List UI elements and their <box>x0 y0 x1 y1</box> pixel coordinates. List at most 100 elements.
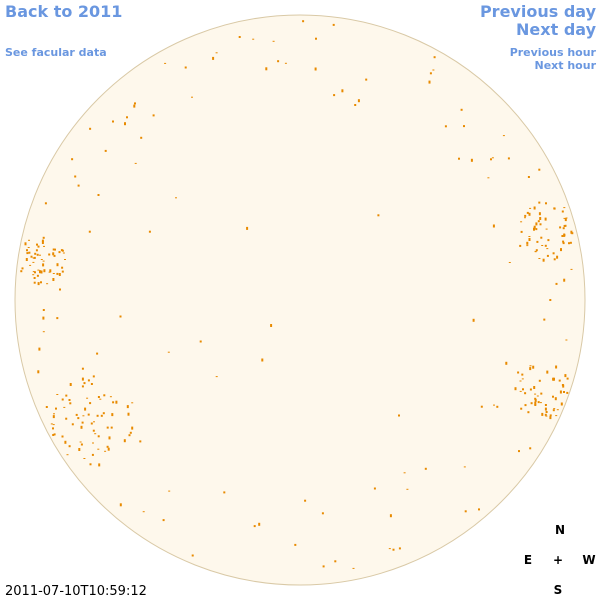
timestamp: 2011-07-10T10:59:12 <box>5 584 147 599</box>
facula <box>406 488 409 490</box>
facula <box>126 116 128 119</box>
facula <box>545 202 547 205</box>
facula <box>284 62 287 64</box>
facula <box>533 206 536 210</box>
facula <box>556 255 559 259</box>
next-day-link[interactable]: Next day <box>516 20 597 39</box>
facula <box>79 441 82 443</box>
facula <box>131 402 134 404</box>
facula <box>78 448 81 451</box>
facula <box>544 413 547 416</box>
facula <box>142 511 145 513</box>
facula <box>558 379 561 382</box>
facula <box>535 222 538 226</box>
facula <box>71 423 74 426</box>
facula <box>334 560 337 563</box>
facula <box>559 226 562 229</box>
facula <box>83 382 86 385</box>
facula <box>36 243 38 246</box>
facula <box>56 263 59 267</box>
facula <box>126 405 129 409</box>
facula <box>520 407 523 410</box>
facula <box>432 69 435 71</box>
facula <box>537 220 540 223</box>
facula <box>42 260 45 262</box>
facula <box>52 248 55 251</box>
facula <box>94 433 97 435</box>
facula <box>56 394 59 395</box>
facula <box>42 263 45 267</box>
next-hour-link[interactable]: Next hour <box>535 59 597 72</box>
facula <box>543 318 546 321</box>
facula <box>32 261 35 263</box>
facula <box>61 435 64 438</box>
facula <box>491 157 494 159</box>
facula <box>517 371 520 374</box>
facula <box>546 248 549 250</box>
facula <box>52 434 55 436</box>
previous-day-link[interactable]: Previous day <box>480 2 597 21</box>
facula <box>252 38 255 40</box>
facula <box>33 257 36 259</box>
facula <box>253 525 256 528</box>
facula <box>463 125 465 128</box>
facula <box>175 197 177 199</box>
facula <box>487 177 490 179</box>
facula <box>53 254 56 257</box>
facula <box>52 424 55 426</box>
facula <box>332 23 335 26</box>
facula <box>50 423 53 425</box>
facula <box>569 241 572 244</box>
facula <box>541 245 544 246</box>
facula <box>93 421 95 423</box>
facula <box>529 365 532 367</box>
facula <box>272 40 275 42</box>
compass-center: + <box>553 553 563 567</box>
facula <box>100 414 103 417</box>
previous-hour-link[interactable]: Previous hour <box>510 46 597 59</box>
facula <box>66 454 69 456</box>
facula <box>40 259 43 260</box>
facula <box>81 377 84 381</box>
facula <box>75 413 78 416</box>
facula <box>535 228 538 231</box>
facula <box>92 375 95 378</box>
facula <box>566 391 569 394</box>
facular-link[interactable]: See facular data <box>5 46 107 59</box>
facula <box>64 440 67 444</box>
facula <box>564 218 567 222</box>
facula <box>127 412 130 416</box>
facula <box>540 392 543 395</box>
facula <box>561 384 564 386</box>
facula <box>505 361 508 365</box>
facula <box>265 67 268 71</box>
facula <box>96 414 99 417</box>
facula <box>502 135 505 137</box>
facula <box>34 271 36 274</box>
facula <box>398 547 401 550</box>
facula <box>538 168 541 171</box>
facula <box>119 503 122 507</box>
facula <box>519 380 522 382</box>
back-link[interactable]: Back to 2011 <box>5 2 122 21</box>
facula <box>48 253 51 256</box>
facula <box>97 435 100 438</box>
facula <box>333 94 336 97</box>
facula <box>52 273 55 274</box>
facula <box>43 269 46 273</box>
facula <box>106 426 109 429</box>
facula <box>527 411 530 414</box>
facula <box>508 262 511 263</box>
facula <box>191 554 194 557</box>
facula <box>521 378 524 380</box>
facula <box>565 339 568 341</box>
facula <box>64 259 66 260</box>
facula <box>529 388 532 391</box>
facula <box>563 391 565 393</box>
facula <box>41 239 44 242</box>
facula <box>52 427 54 430</box>
facula <box>470 158 473 162</box>
facula <box>480 405 483 408</box>
facula <box>496 405 499 408</box>
facula <box>55 407 57 410</box>
